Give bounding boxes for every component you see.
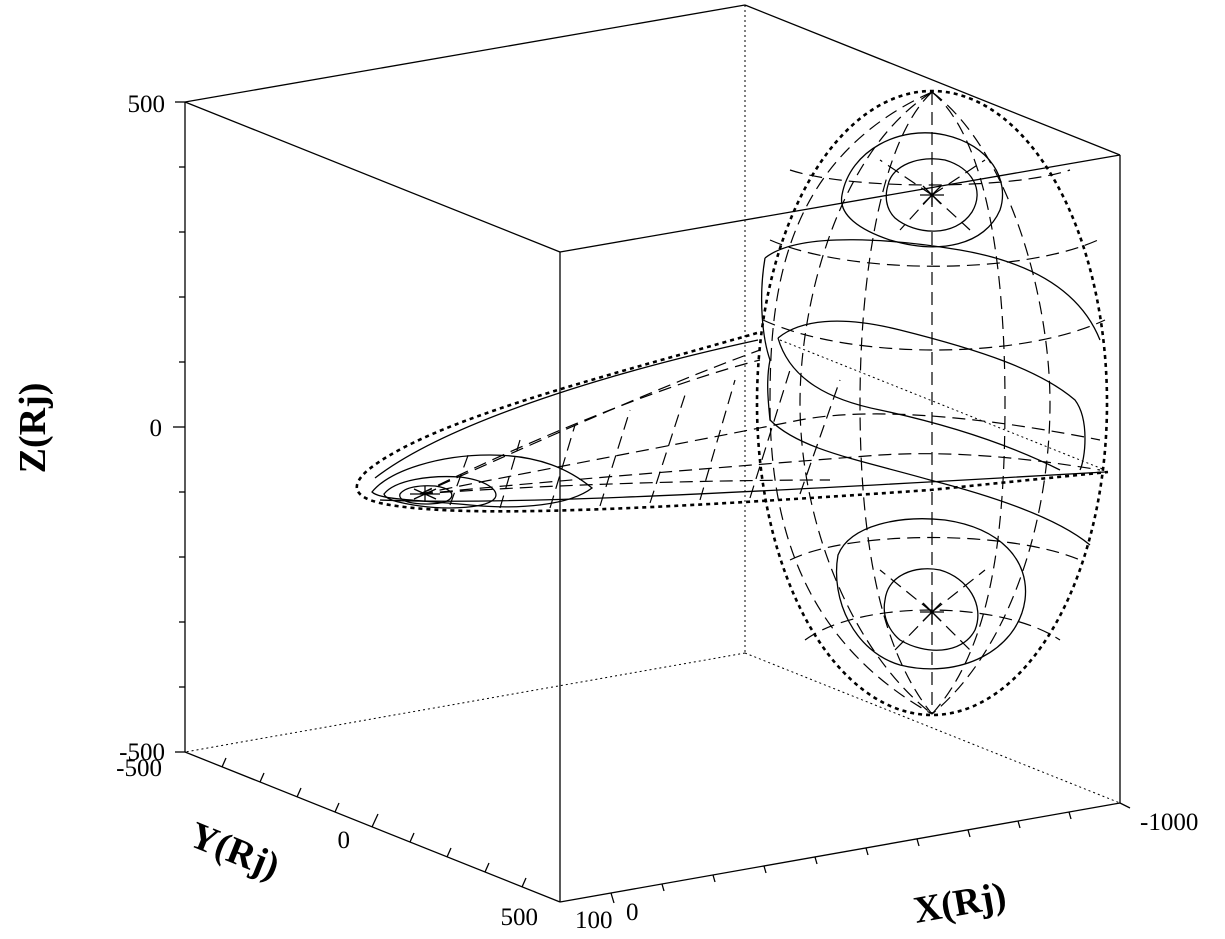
z-tick-minus-500: -500	[119, 739, 165, 766]
pole-markers	[410, 183, 944, 624]
y-axis-ticks	[221, 757, 527, 888]
z-tick-0: 0	[150, 415, 163, 442]
x-tick-minus-1000: -1000	[1140, 809, 1198, 836]
box-hidden-edges	[184, 5, 1121, 804]
x-axis-ticks	[610, 802, 1131, 904]
x-tick-0: 0	[626, 899, 639, 926]
y-tick-500: 500	[501, 904, 539, 931]
z-axis-label: Z(Rj)	[12, 383, 54, 474]
z-axis-ticks	[173, 101, 185, 753]
y-tick-minus-500: -500	[116, 755, 162, 782]
y-axis-label: Y(Rj)	[184, 814, 286, 888]
y-tick-0: 0	[338, 827, 351, 854]
magnetopause-boundary	[355, 89, 1109, 717]
contour-lines	[371, 132, 1106, 670]
x-tick-100: 100	[575, 907, 613, 934]
z-tick-500: 500	[128, 91, 166, 118]
x-axis-label: X(Rj)	[911, 874, 1010, 931]
grid-lines	[419, 91, 1106, 715]
box-frame	[184, 4, 1121, 903]
